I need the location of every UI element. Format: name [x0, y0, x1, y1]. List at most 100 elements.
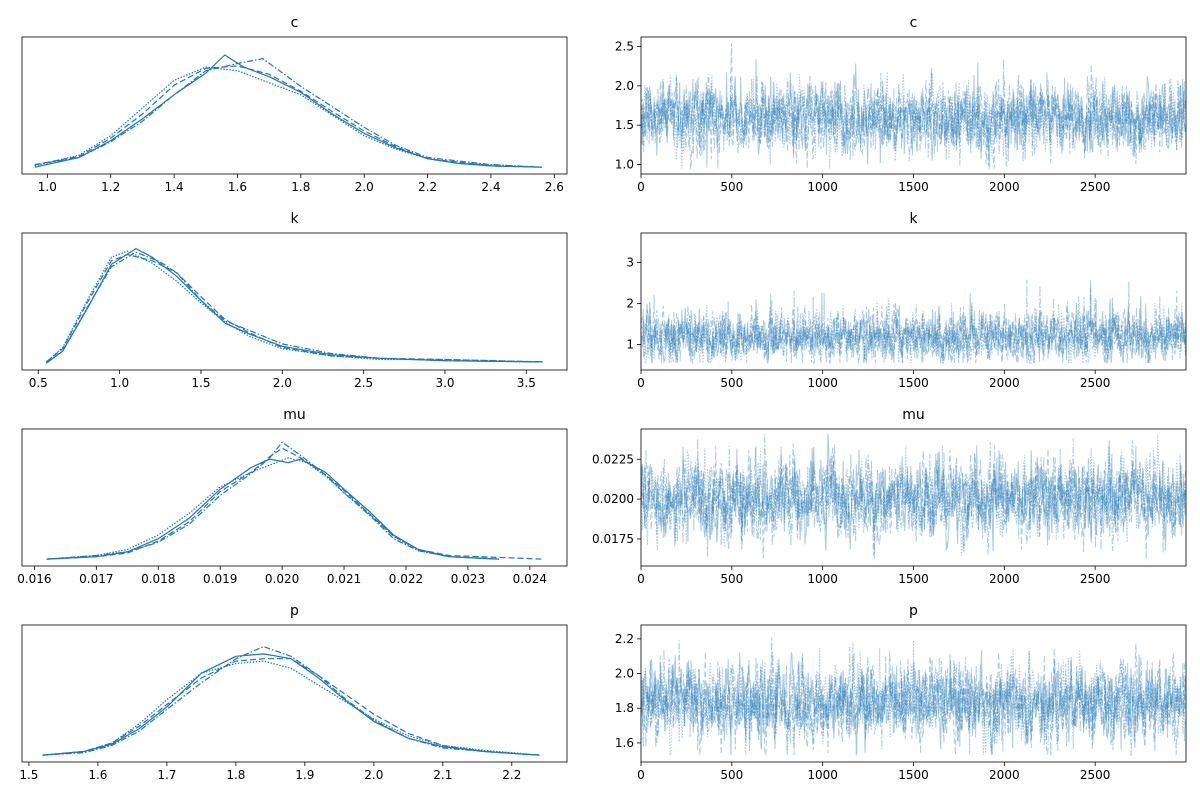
trace-line-chain-1 — [641, 443, 1186, 560]
trace-line-chain-3 — [641, 640, 1186, 756]
x-tick-label: 1.6 — [228, 180, 247, 194]
x-tick-label: 1.9 — [295, 768, 314, 782]
y-tick-label: 2.5 — [615, 39, 634, 53]
x-tick-label: 2000 — [989, 572, 1020, 586]
x-tick-label: 0.5 — [29, 376, 48, 390]
y-tick-label: 2 — [626, 297, 634, 311]
x-tick-label: 0.021 — [327, 572, 361, 586]
trace-line-chain-1 — [641, 636, 1186, 756]
plot-area — [46, 441, 543, 560]
x-tick-label: 1.6 — [88, 768, 107, 782]
panel-trace-c: c 0 500 1000 1500 2000 2500 1.0 1.5 2.0 2.5 — [615, 15, 1187, 194]
x-tick-label: 2.4 — [481, 180, 500, 194]
trace-line-chain-2 — [641, 434, 1186, 560]
x-tick-label: 2.2 — [418, 180, 437, 194]
plot-area — [46, 248, 543, 364]
trace-line-chain-2 — [641, 640, 1186, 757]
x-tick-label: 0 — [637, 768, 645, 782]
density-line-chain-2 — [34, 57, 542, 168]
panel-density-p: p 1.5 1.6 1.7 1.8 1.9 2.0 2.1 2.2 — [19, 603, 568, 782]
x-tick-label: 2.5 — [354, 376, 373, 390]
panel-title: k — [909, 211, 918, 227]
panel-title: p — [290, 603, 299, 619]
trace-line-chain-1 — [641, 281, 1186, 364]
y-tick-label: 1.8 — [615, 701, 634, 715]
x-tick-label: 1.4 — [165, 180, 184, 194]
x-tick-label: 1.5 — [191, 376, 210, 390]
axes-frame — [21, 36, 568, 175]
panel-title: p — [909, 603, 918, 619]
x-tick-label: 0.019 — [203, 572, 237, 586]
x-tick-label: 2000 — [989, 376, 1020, 390]
x-tick-label: 500 — [720, 768, 743, 782]
panel-trace-k: k 0 500 1000 1500 2000 2500 1 2 3 — [626, 211, 1187, 390]
trace-line-chain-3 — [641, 434, 1186, 556]
y-tick-label: 0.0225 — [592, 452, 634, 466]
x-tick-label: 3.5 — [517, 376, 536, 390]
x-tick-label: 2.2 — [502, 768, 521, 782]
x-tick-label: 1500 — [898, 768, 929, 782]
x-tick-label: 0 — [637, 180, 645, 194]
panel-density-mu: mu 0.016 0.017 0.018 0.019 0.020 0.021 0.022 0.0… — [17, 407, 568, 586]
x-tick-label: 0.020 — [265, 572, 299, 586]
y-tick-label: 0.0175 — [592, 532, 634, 546]
panel-title: k — [290, 211, 299, 227]
density-line-chain-0 — [46, 458, 499, 560]
x-tick-label: 1000 — [807, 768, 838, 782]
plot-area — [641, 42, 1186, 169]
trace-line-chain-0 — [641, 433, 1186, 552]
trace-line-chain-0 — [641, 59, 1186, 169]
panel-density-c: c 1.0 1.2 1.4 1.6 1.8 2.0 2.2 2.4 2.6 — [21, 15, 568, 194]
x-tick-label: 1.7 — [157, 768, 176, 782]
density-line-chain-1 — [46, 447, 543, 560]
x-tick-label: 500 — [720, 572, 743, 586]
x-tick-label: 1000 — [807, 376, 838, 390]
axes-frame — [21, 624, 568, 763]
density-line-chain-3 — [46, 250, 543, 363]
density-line-chain-1 — [46, 254, 543, 363]
x-tick-label: 0.024 — [513, 572, 547, 586]
y-tick-label: 0.0200 — [592, 492, 634, 506]
x-tick-label: 0.018 — [141, 572, 175, 586]
y-tick-label: 1 — [626, 338, 634, 352]
trace-line-chain-1 — [641, 42, 1186, 169]
axes-frame — [21, 232, 568, 371]
trace-line-chain-2 — [641, 59, 1186, 169]
trace-line-chain-3 — [641, 71, 1186, 169]
y-tick-label: 3 — [626, 256, 634, 270]
panel-title: c — [910, 15, 918, 31]
y-tick-label: 2.0 — [615, 79, 634, 93]
density-line-chain-2 — [42, 645, 540, 756]
plot-area — [42, 645, 540, 756]
x-tick-label: 2.0 — [364, 768, 383, 782]
x-tick-label: 2.0 — [273, 376, 292, 390]
plot-area — [641, 279, 1186, 364]
y-tick-label: 1.5 — [615, 118, 634, 132]
plot-area — [34, 54, 542, 168]
density-line-chain-3 — [46, 457, 499, 560]
x-tick-label: 1000 — [807, 572, 838, 586]
panel-trace-p: p 0 500 1000 1500 2000 2500 1.6 1.8 2.0 2.2 — [615, 603, 1187, 782]
axes-frame — [21, 428, 568, 567]
trace-line-chain-3 — [641, 296, 1186, 364]
density-line-chain-2 — [46, 441, 499, 560]
x-tick-label: 0 — [637, 572, 645, 586]
panel-title: mu — [902, 407, 925, 423]
panel-trace-mu: mu 0 500 1000 1500 2000 2500 0.0175 0.0200 0.0225 — [592, 407, 1187, 586]
plot-area — [641, 433, 1186, 560]
x-tick-label: 0.017 — [79, 572, 113, 586]
x-tick-label: 2000 — [989, 768, 1020, 782]
x-tick-label: 1.2 — [101, 180, 120, 194]
x-tick-label: 1500 — [898, 180, 929, 194]
x-tick-label: 3.0 — [435, 376, 454, 390]
x-tick-label: 2500 — [1080, 572, 1111, 586]
y-tick-label: 2.2 — [615, 632, 634, 646]
x-tick-label: 1.0 — [38, 180, 57, 194]
trace-line-chain-0 — [641, 649, 1186, 756]
x-tick-label: 1.8 — [226, 768, 245, 782]
x-tick-label: 1500 — [898, 376, 929, 390]
density-line-chain-3 — [34, 66, 542, 168]
density-line-chain-1 — [42, 658, 540, 756]
